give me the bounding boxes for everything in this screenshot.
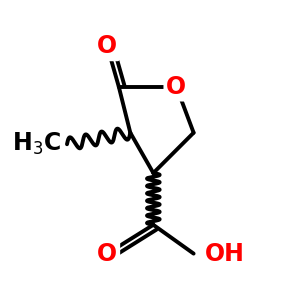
- Text: O: O: [166, 75, 186, 99]
- Text: O: O: [97, 242, 117, 266]
- Text: O: O: [97, 34, 117, 58]
- Text: H$_3$C: H$_3$C: [12, 131, 61, 157]
- Text: OH: OH: [205, 242, 245, 266]
